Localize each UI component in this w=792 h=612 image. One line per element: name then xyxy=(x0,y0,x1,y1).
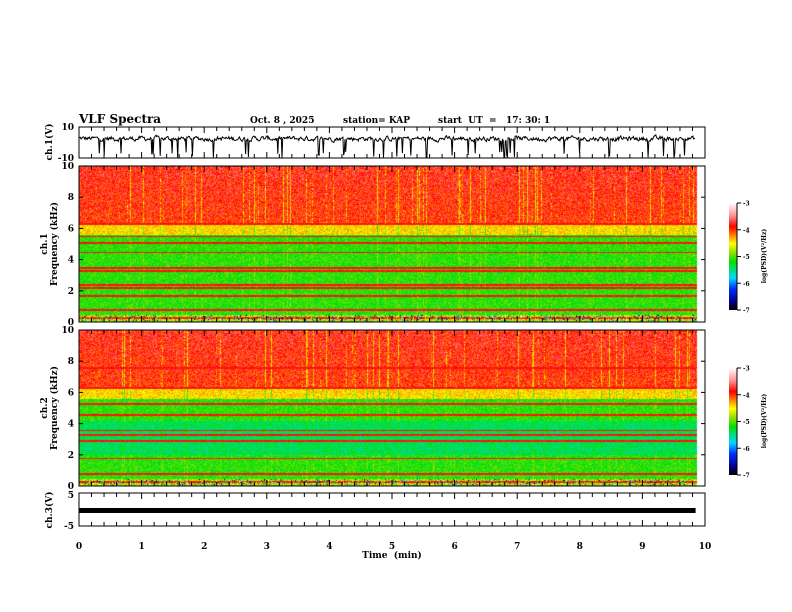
x-tick-label: 9 xyxy=(639,542,645,552)
colorbar-tick-label: -5 xyxy=(743,419,750,426)
spec-ytick: 4 xyxy=(68,256,74,266)
ch2-colorbar: log(PSD)(V²/Hz) -3 -4 -5 -6 -7 xyxy=(729,366,768,480)
figure-title: VLF Spectra xyxy=(78,112,161,126)
ch1-spec-ylabel-channel: ch.1 xyxy=(40,233,50,254)
ch3-ylabel: ch.3(V) xyxy=(44,492,55,529)
colorbar-tick-label: -7 xyxy=(743,473,750,480)
x-tick-label: 10 xyxy=(699,542,712,552)
date-label: Oct. 8 , 2025 xyxy=(250,116,314,126)
ch1-spectrogram xyxy=(79,166,705,322)
spec-ytick: 4 xyxy=(68,420,74,430)
spec-ytick: 6 xyxy=(68,224,74,234)
ch3-ytick: -5 xyxy=(64,522,74,532)
ch2-spectrogram xyxy=(79,330,705,486)
colorbar-tick-label: -5 xyxy=(743,254,750,261)
x-axis-label: Time (min) xyxy=(362,550,422,561)
ch2-colorbar-label: log(PSD)(V²/Hz) xyxy=(761,394,768,449)
spec-ytick: 6 xyxy=(68,388,74,398)
start-time-label: start UT = 17: 30: 1 xyxy=(438,116,550,126)
colorbar-tick-label: -6 xyxy=(743,446,750,453)
colorbar-tick-label: -7 xyxy=(743,308,750,315)
x-tick-label: 1 xyxy=(138,542,144,552)
colorbar-tick-label: -4 xyxy=(743,392,750,399)
ch2-spec-ylabel-channel: ch.2 xyxy=(40,397,50,418)
ch3-ytick: 5 xyxy=(68,491,74,501)
ch1-ylabel: ch.1(V) xyxy=(44,124,55,161)
ch1-ytick: -10 xyxy=(58,154,74,164)
x-tick-label: 3 xyxy=(264,542,270,552)
ch1-ytick: 10 xyxy=(61,123,74,133)
colorbar-tick-label: -6 xyxy=(743,281,750,288)
panel-frame-2 xyxy=(78,329,706,487)
x-tick-label: 2 xyxy=(201,542,207,552)
x-tick-label: 7 xyxy=(514,542,520,552)
x-tick-label: 6 xyxy=(451,542,457,552)
spec-ytick: 0 xyxy=(68,482,74,492)
spec-ytick: 2 xyxy=(68,451,74,461)
colorbar-tick-label: -3 xyxy=(743,366,750,373)
x-tick-label: 0 xyxy=(76,542,82,552)
ch3-level-bar xyxy=(79,507,696,513)
station-label: station= KAP xyxy=(343,116,410,126)
ch1-colorbar: log(PSD)(V²/Hz) -3 -4 -5 -6 -7 xyxy=(729,201,768,315)
spec-ytick: 0 xyxy=(68,318,74,328)
ch2-spec-ylabel-freq: Frequency (kHz) xyxy=(49,366,60,450)
ch1-colorbar-label: log(PSD)(V²/Hz) xyxy=(761,229,768,284)
colorbar-tick-label: -4 xyxy=(743,227,750,234)
colorbar-tick-label: -3 xyxy=(743,201,750,208)
ch1-spec-ylabel-freq: Frequency (kHz) xyxy=(49,202,60,286)
spec-ytick: 8 xyxy=(68,193,74,203)
x-tick-label: 5 xyxy=(389,542,395,552)
spec-ytick: 8 xyxy=(68,357,74,367)
panel-frame-1 xyxy=(78,165,706,323)
x-tick-label: 8 xyxy=(577,542,583,552)
ch1-waveform xyxy=(78,134,696,159)
x-tick-label: 4 xyxy=(326,542,332,552)
spec-ytick: 10 xyxy=(61,162,74,172)
spec-ytick: 10 xyxy=(61,326,74,336)
spec-ytick: 2 xyxy=(68,287,74,297)
